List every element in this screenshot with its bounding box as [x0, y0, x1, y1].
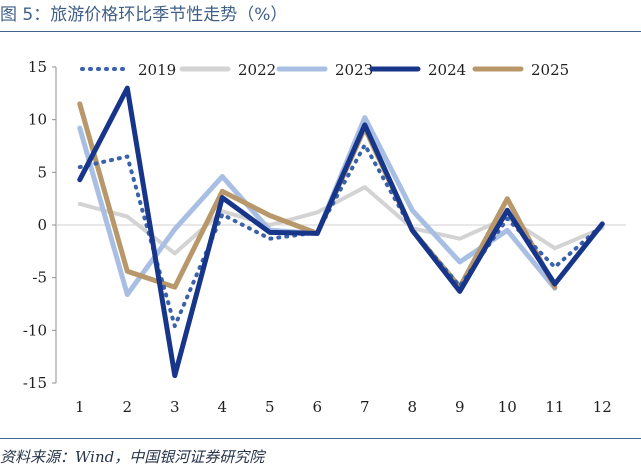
x-tick-label: 6	[312, 398, 322, 416]
source-note: 资料来源：Wind，中国银河证券研究院	[0, 448, 265, 466]
x-tick-label: 10	[498, 398, 517, 416]
x-tick-label: 3	[170, 398, 180, 416]
figure-title: 图 5：旅游价格环比季节性走势（%）	[0, 5, 288, 25]
y-tick-label: -10	[23, 321, 47, 339]
y-tick-label: 0	[37, 216, 47, 234]
legend-label-2025: 2025	[531, 61, 569, 79]
x-tick-label: 4	[217, 398, 227, 416]
x-tick-label: 1	[75, 398, 85, 416]
series-line-2019	[77, 142, 605, 329]
x-tick-label: 9	[455, 398, 465, 416]
x-tick-label: 2	[122, 398, 132, 416]
series-line-2024	[77, 85, 605, 379]
legend-label-2023: 2023	[335, 61, 373, 79]
legend-label-2024: 2024	[428, 61, 466, 79]
y-tick-label: 5	[37, 163, 47, 181]
y-tick-label: 10	[28, 111, 47, 129]
series-line-2022	[77, 185, 605, 256]
x-tick-label: 8	[407, 398, 417, 416]
bottom-rule	[0, 438, 641, 439]
y-tick-label: -15	[23, 374, 47, 392]
legend-label-2022: 2022	[238, 61, 276, 79]
y-tick-label: 15	[28, 58, 47, 76]
legend-label-2019: 2019	[138, 61, 176, 79]
x-tick-label: 12	[593, 398, 612, 416]
x-tick-label: 5	[265, 398, 275, 416]
top-rule	[0, 31, 641, 32]
x-tick-label: 7	[360, 398, 370, 416]
x-tick-label: 11	[545, 398, 564, 416]
chart-area: 15 10 5 0 -5 -10 -15 1 2 3 4 5 6 7 8 9 10 11 12 2019 2022 202…	[0, 38, 641, 426]
series-line-2023	[77, 115, 558, 297]
y-tick-label: -5	[32, 269, 47, 287]
